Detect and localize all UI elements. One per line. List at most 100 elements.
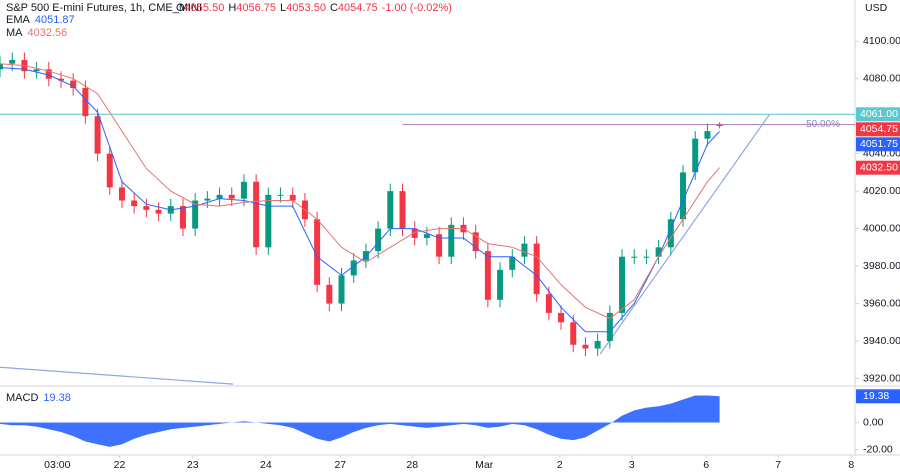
macd-name: MACD [6, 392, 38, 404]
price-tag: 4032.50 [856, 160, 900, 175]
price-tag: 4054.75 [856, 122, 900, 137]
candle-body [631, 256, 638, 258]
x-tick-label: 27 [334, 459, 346, 471]
candle-body [594, 341, 601, 349]
candle-body [509, 256, 516, 270]
candle-body [289, 194, 296, 201]
candle-body [265, 194, 272, 248]
candle-body [643, 256, 650, 258]
price-tag-label: 4054.75 [860, 123, 898, 135]
candle-body [667, 219, 674, 248]
candle-body [9, 59, 16, 64]
candle-body [216, 194, 223, 199]
macd-value: 19.38 [43, 392, 71, 404]
candle-body [362, 251, 369, 261]
candle-body [326, 284, 333, 304]
candle-body [704, 131, 711, 139]
candle-body [545, 294, 552, 313]
candle-body [131, 200, 138, 207]
legend-value: 4051.87 [35, 14, 75, 26]
x-tick-label: 24 [260, 459, 272, 471]
candle-body [436, 234, 443, 257]
macd-tag: 19.38 [863, 390, 889, 402]
macd-y-tick-label: -20.00 [863, 443, 893, 455]
candle-body [655, 247, 662, 257]
candle-body [253, 181, 260, 248]
trendline [0, 366, 234, 385]
fib-label: 50.00% [806, 119, 840, 130]
macd-y-tick-label: 0.00 [863, 416, 884, 428]
candle-body [387, 191, 394, 229]
x-tick-label: 23 [187, 459, 199, 471]
candle-body [497, 269, 504, 300]
candle-body [570, 322, 577, 345]
candle-body [680, 172, 687, 220]
candle-body [82, 88, 89, 117]
candle-body [558, 312, 565, 323]
candle-body [338, 275, 345, 304]
candle-body [155, 209, 162, 214]
candle-body [692, 138, 699, 173]
candle-body [448, 224, 455, 257]
ohlc-value: 4054.75 [338, 2, 378, 14]
candle-body [228, 194, 235, 199]
legend-name: EMA [6, 14, 31, 26]
candle-body [314, 219, 321, 285]
candle-body [0, 63, 3, 70]
ohlc-key: L [280, 2, 286, 14]
y-tick-label: 3920.00 [863, 372, 900, 384]
y-tick-label: 3940.00 [863, 335, 900, 347]
candle-body [192, 200, 199, 229]
x-tick-label: 3 [629, 459, 635, 471]
candle-body [582, 344, 589, 349]
y-tick-label: 4080.00 [863, 72, 900, 84]
candle-body [375, 228, 382, 252]
candle-body [472, 232, 479, 252]
y-tick-label: 4020.00 [863, 185, 900, 197]
candle-body [484, 251, 491, 300]
ohlc-value: 4053.50 [286, 2, 326, 14]
x-tick-label: 8 [848, 459, 854, 471]
x-tick-label: 22 [114, 459, 126, 471]
ohlc-header: O4055.50 H4056.75 L4053.50 C4054.75 -1.00 (-… [176, 2, 452, 14]
candle-body [521, 243, 528, 257]
candle-body [619, 256, 626, 313]
x-tick-label: 7 [775, 459, 781, 471]
candle-body [57, 78, 64, 81]
ohlc-value: 4055.50 [185, 2, 225, 14]
candle-body [45, 69, 52, 79]
trendline [599, 113, 771, 355]
candle-body [70, 80, 77, 89]
legend-name: MA [6, 27, 23, 39]
candle-body [399, 191, 406, 229]
candle-body [143, 206, 150, 210]
macd-area [0, 395, 720, 447]
macd-tag-bg [856, 389, 900, 404]
macd-legend: MACD 19.38 [6, 392, 71, 404]
candle-body [94, 116, 101, 154]
price-tag-bg [856, 137, 900, 152]
change: -1.00 (-0.02%) [382, 2, 452, 14]
legend-entry: EMA 4051.87 [6, 14, 75, 26]
candle-body [533, 243, 540, 295]
currency: USD [865, 2, 888, 14]
y-tick-label: 3960.00 [863, 297, 900, 309]
candle-body [204, 198, 211, 201]
price-tag-label: 4032.50 [860, 161, 898, 173]
chart-title: S&P 500 E-mini Futures, 1h, CME_MINI [6, 2, 202, 14]
candle-body [606, 312, 613, 342]
ohlc-key: H [228, 2, 236, 14]
price-tag-bg [856, 122, 900, 137]
ohlc-key: O [176, 2, 185, 14]
legend-entry: MA 4032.56 [6, 27, 67, 39]
y-tick-label: 3980.00 [863, 260, 900, 272]
price-tag-label: 4061.00 [860, 108, 898, 120]
candle-body [423, 234, 430, 238]
price-tag-bg [856, 107, 900, 122]
candle-body [33, 69, 40, 72]
indicator-line [0, 63, 720, 320]
y-tick-label: 4000.00 [863, 222, 900, 234]
x-tick-label: Mar [475, 459, 494, 471]
x-tick-label: 2 [557, 459, 563, 471]
